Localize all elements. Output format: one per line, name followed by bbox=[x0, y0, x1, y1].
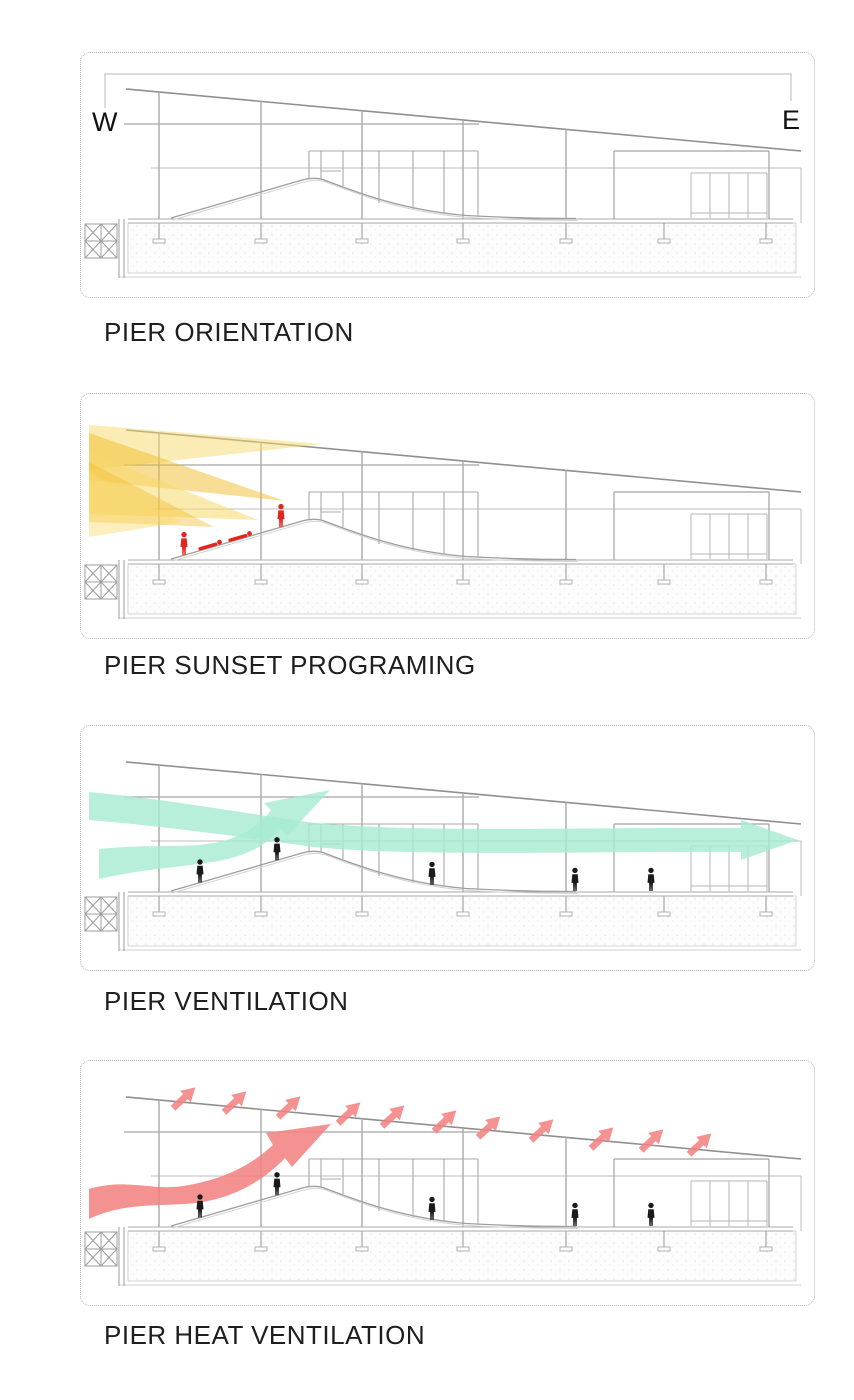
person-standing-icon bbox=[647, 1202, 655, 1226]
heat-exhaust-arrows bbox=[167, 1081, 717, 1160]
sunset-ray-beams bbox=[89, 425, 323, 537]
heat-arrow-icon bbox=[376, 1099, 410, 1132]
heat-arrow-icon bbox=[635, 1123, 669, 1156]
caption-pier-heat-ventilation: PIER HEAT VENTILATION bbox=[104, 1320, 426, 1350]
person-standing-icon bbox=[196, 1194, 204, 1218]
heat-updraft-arrow-icon bbox=[89, 1124, 331, 1219]
heat-arrow-icon bbox=[332, 1096, 366, 1129]
person-standing-icon bbox=[571, 867, 579, 891]
person-standing-icon bbox=[647, 867, 655, 891]
person-standing-icon bbox=[277, 503, 285, 528]
heat-arrow-icon bbox=[683, 1127, 717, 1160]
heat-arrow-icon bbox=[472, 1110, 506, 1143]
person-standing-icon bbox=[273, 837, 281, 861]
compass-east-label: E bbox=[782, 105, 800, 135]
sun-ray-icon bbox=[89, 462, 214, 527]
person-standing-icon bbox=[428, 861, 436, 885]
heat-arrow-icon bbox=[272, 1090, 306, 1123]
caption-pier-orientation: PIER ORIENTATION bbox=[104, 317, 354, 347]
panel-pier-sunset-programing bbox=[80, 393, 815, 639]
compass-west-label: W bbox=[92, 107, 118, 137]
caption-pier-sunset-programing: PIER SUNSET PROGRAMING bbox=[104, 650, 476, 680]
panel-pier-ventilation bbox=[80, 725, 815, 971]
wind-updraft-arrow-icon bbox=[99, 790, 330, 879]
wind-through-arrow-icon bbox=[89, 792, 798, 860]
sun-ray-icon bbox=[89, 472, 182, 537]
heat-arrow-icon bbox=[525, 1113, 559, 1146]
person-standing-icon bbox=[196, 859, 204, 883]
orientation-dimension-bracket bbox=[104, 73, 792, 108]
heat-arrow-icon bbox=[585, 1121, 619, 1154]
heat-arrow-icon bbox=[218, 1085, 252, 1118]
pier-section-drawing bbox=[84, 88, 802, 279]
sun-ray-icon bbox=[89, 452, 258, 520]
panel-pier-heat-ventilation bbox=[80, 1060, 815, 1306]
heat-airflow bbox=[89, 1081, 717, 1219]
person-standing-icon bbox=[571, 1202, 579, 1226]
heat-arrow-icon bbox=[167, 1081, 201, 1114]
panel-pier-orientation: W E bbox=[80, 52, 815, 298]
person-standing-icon bbox=[428, 1196, 436, 1220]
caption-pier-ventilation: PIER VENTILATION bbox=[104, 986, 349, 1016]
person-standing-icon bbox=[273, 1172, 281, 1196]
person-standing-icon bbox=[180, 531, 188, 556]
ventilation-airflow-arrows bbox=[89, 790, 798, 879]
